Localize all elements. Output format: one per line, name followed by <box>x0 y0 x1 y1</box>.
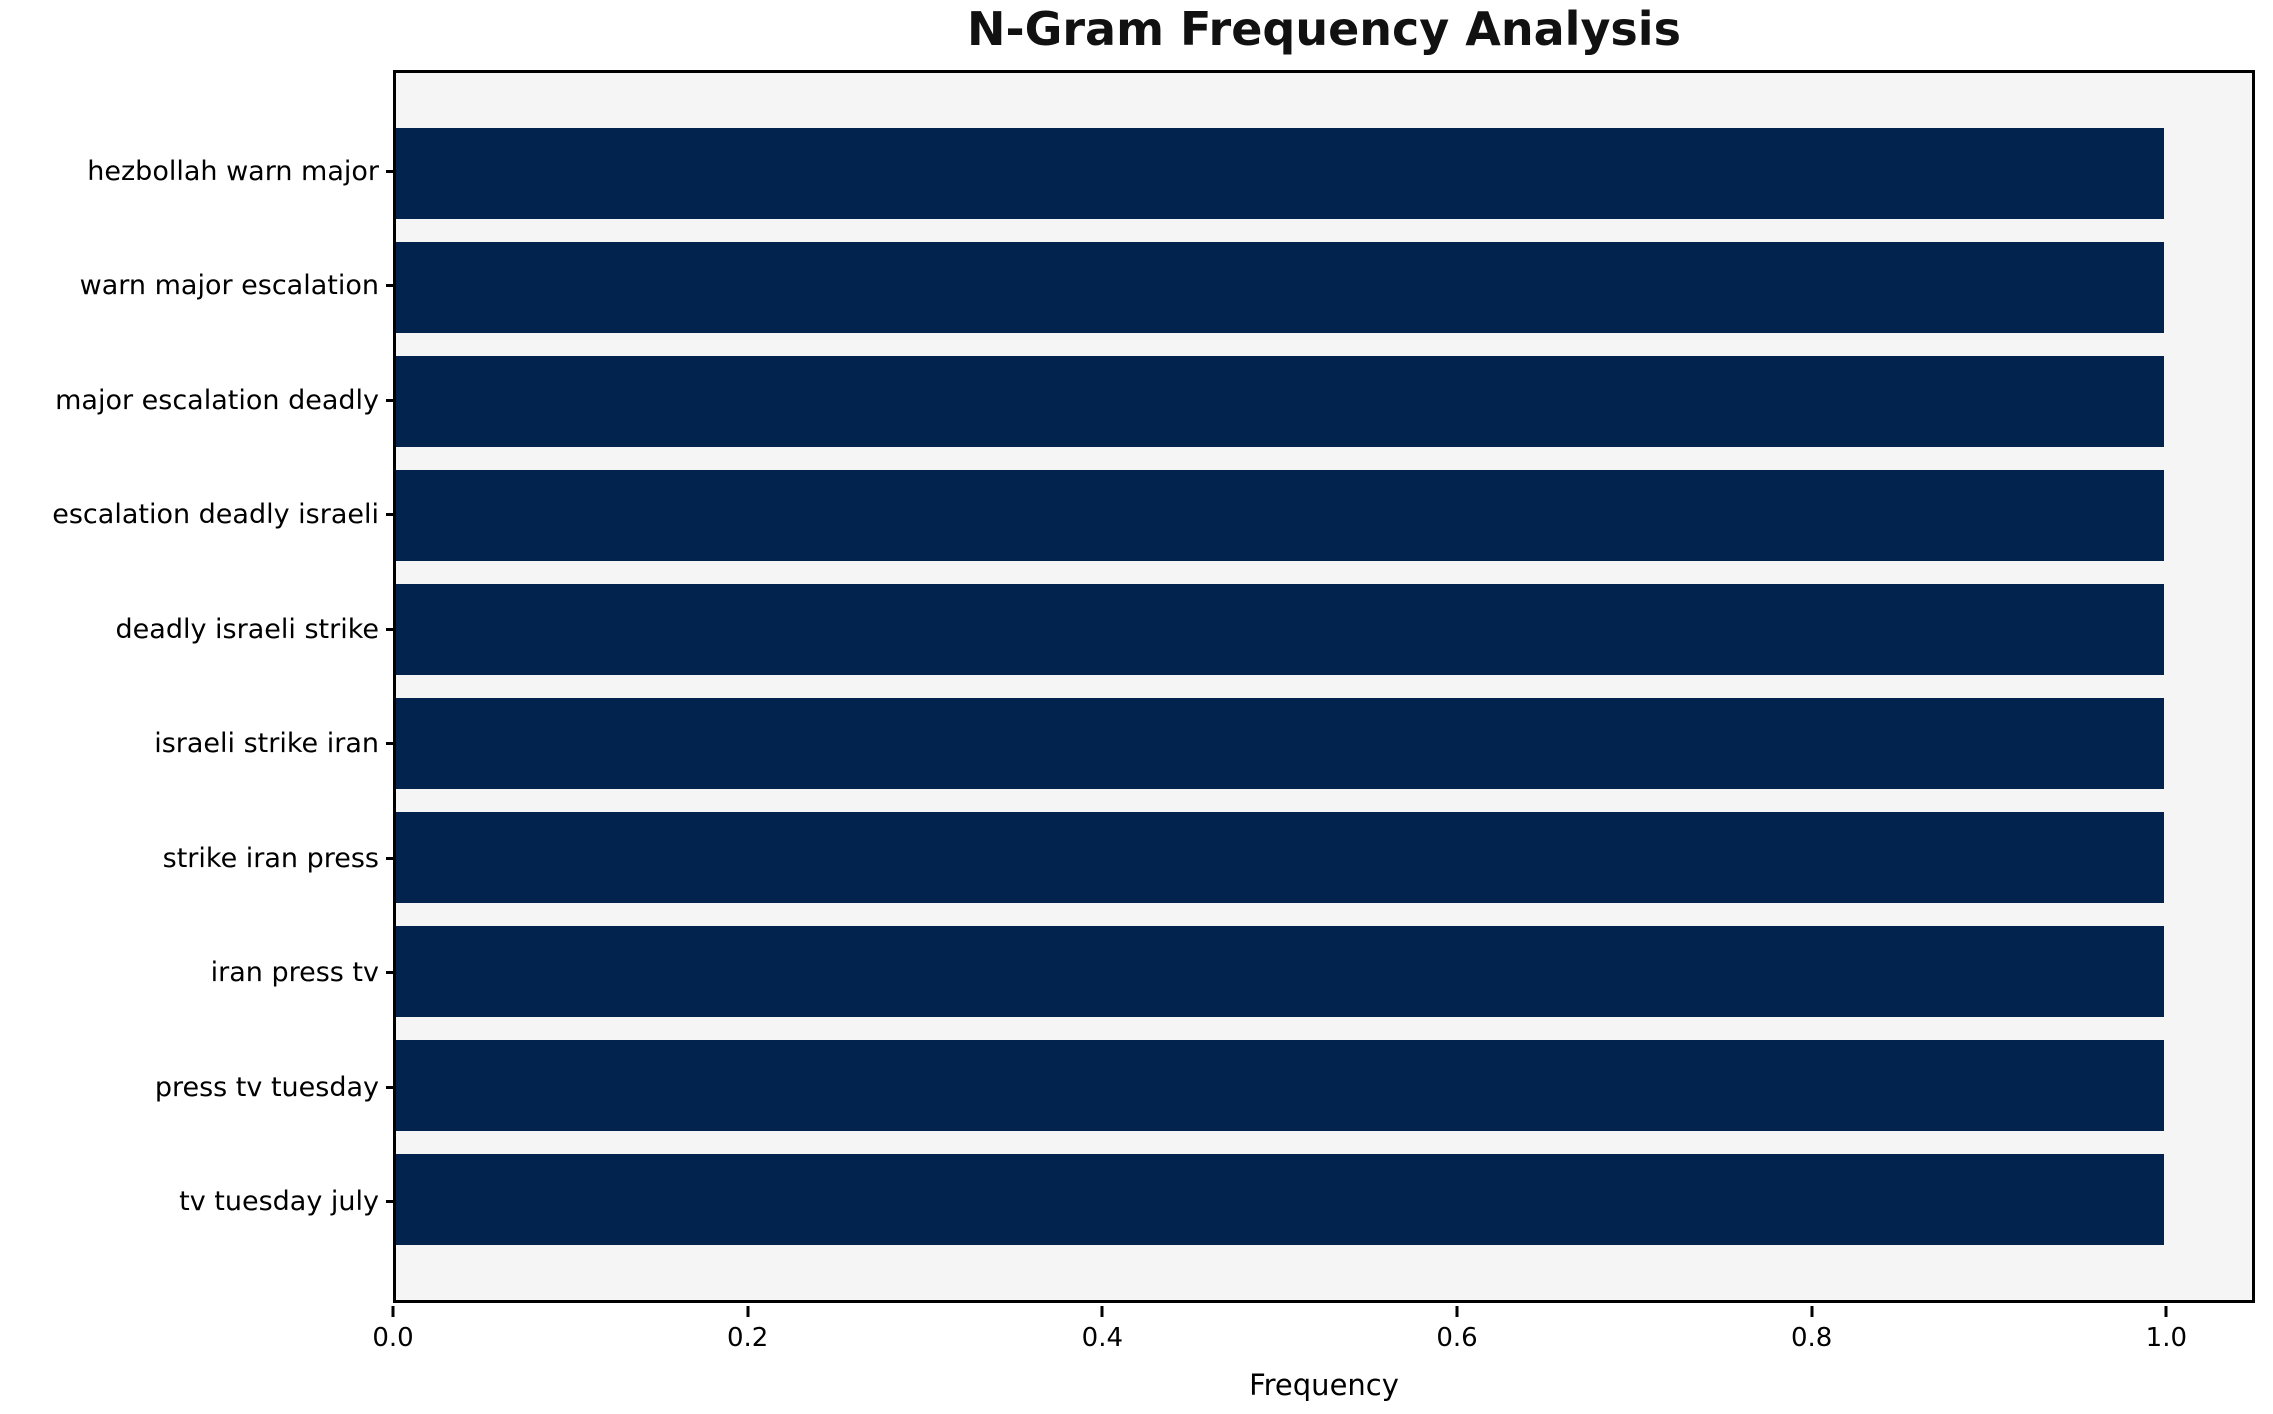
x-tick-mark <box>1810 1306 1814 1317</box>
x-tick-mark <box>2164 1306 2168 1317</box>
y-tick-mark <box>386 169 396 173</box>
x-tick-mark <box>1100 1306 1104 1317</box>
y-label-row: tv tuesday july <box>0 1145 396 1260</box>
y-label-row: escalation deadly israeli <box>0 458 396 573</box>
bar <box>396 1153 2164 1245</box>
x-tick-label: 0.4 <box>1081 1323 1124 1353</box>
bar <box>396 697 2164 789</box>
x-tick-label: 0.2 <box>726 1323 769 1353</box>
bar-row <box>396 1142 2252 1256</box>
x-axis-label: Frequency <box>1249 1368 1399 1402</box>
x-tick-label: 0.0 <box>372 1323 414 1353</box>
bar-row <box>396 459 2252 573</box>
bar-row <box>396 914 2252 1028</box>
y-label-row: israeli strike iran <box>0 687 396 802</box>
y-tick-mark <box>386 1200 396 1204</box>
y-tick-mark <box>386 284 396 288</box>
bar <box>396 242 2164 334</box>
x-tick-mark <box>746 1306 750 1317</box>
bar-row <box>396 573 2252 687</box>
chart-title: N-Gram Frequency Analysis <box>967 2 1681 56</box>
bar <box>396 584 2164 676</box>
y-tick-label: warn major escalation <box>79 270 379 302</box>
y-label-row: deadly israeli strike <box>0 572 396 687</box>
y-label-row: iran press tv <box>0 916 396 1031</box>
bar <box>396 1039 2164 1131</box>
x-tick-mark <box>1455 1306 1459 1317</box>
y-label-row: hezbollah warn major <box>0 114 396 229</box>
y-label-row: press tv tuesday <box>0 1030 396 1145</box>
y-tick-label: hezbollah warn major <box>87 155 379 187</box>
x-tick-label: 0.8 <box>1790 1323 1833 1353</box>
bar-row <box>396 231 2252 345</box>
bar <box>396 925 2164 1017</box>
bar-row <box>396 117 2252 231</box>
bar-row <box>396 1028 2252 1142</box>
y-tick-mark <box>386 513 396 517</box>
y-label-row: strike iran press <box>0 801 396 916</box>
y-tick-mark <box>386 627 396 631</box>
y-tick-mark <box>386 971 396 975</box>
bar-row <box>396 800 2252 914</box>
y-tick-label: tv tuesday july <box>179 1186 379 1218</box>
x-tick-mark <box>391 1306 395 1317</box>
y-tick-label: israeli strike iran <box>154 728 379 760</box>
y-tick-label: major escalation deadly <box>55 384 379 416</box>
x-tick-label: 1.0 <box>2145 1323 2188 1353</box>
y-axis-labels: hezbollah warn major warn major escalatio… <box>0 70 396 1303</box>
y-tick-mark <box>386 856 396 860</box>
x-tick-label: 0.6 <box>1436 1323 1478 1353</box>
bar-row <box>396 687 2252 801</box>
y-tick-label: iran press tv <box>210 957 379 989</box>
y-tick-label: press tv tuesday <box>154 1071 379 1103</box>
bar <box>396 811 2164 903</box>
y-label-row: major escalation deadly <box>0 343 396 458</box>
y-label-row: warn major escalation <box>0 229 396 344</box>
bar <box>396 356 2164 448</box>
bars-container <box>396 73 2252 1300</box>
plot-area <box>393 70 2255 1303</box>
y-tick-label: strike iran press <box>162 842 379 874</box>
y-tick-mark <box>386 398 396 402</box>
y-tick-mark <box>386 742 396 746</box>
y-tick-label: deadly israeli strike <box>115 613 379 645</box>
bar-row <box>396 345 2252 459</box>
y-tick-mark <box>386 1085 396 1089</box>
x-axis-ticks: 0.0 0.2 0.4 0.6 0.8 1.0 <box>372 1303 2255 1373</box>
bar <box>396 470 2164 562</box>
y-tick-label: escalation deadly israeli <box>52 499 379 531</box>
bar <box>396 128 2164 220</box>
